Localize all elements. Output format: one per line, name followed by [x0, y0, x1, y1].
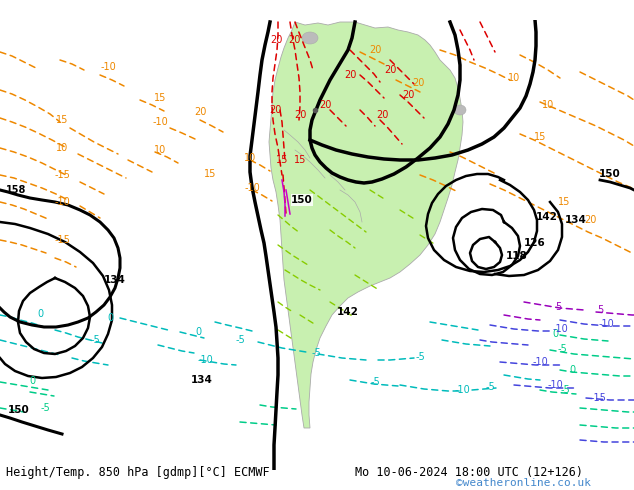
Text: 15: 15	[534, 132, 546, 142]
Ellipse shape	[302, 32, 318, 44]
Text: 20: 20	[376, 110, 388, 120]
Text: 150: 150	[291, 195, 313, 205]
Text: -15: -15	[54, 235, 70, 245]
Text: 134: 134	[191, 375, 213, 385]
Text: 20: 20	[288, 35, 300, 45]
Text: 20: 20	[294, 110, 306, 120]
Text: 10: 10	[508, 73, 520, 83]
Text: -5: -5	[557, 344, 567, 354]
Text: -5: -5	[40, 403, 50, 413]
Text: 20: 20	[369, 45, 381, 55]
Text: 15: 15	[294, 155, 306, 165]
Text: 0: 0	[107, 313, 113, 323]
Ellipse shape	[454, 105, 466, 115]
Text: 150: 150	[8, 405, 30, 415]
Text: 150: 150	[599, 169, 621, 179]
Text: 5: 5	[555, 302, 561, 312]
Text: -15: -15	[54, 170, 70, 180]
Text: -10: -10	[244, 183, 260, 193]
Text: -5: -5	[235, 335, 245, 345]
Text: -5: -5	[311, 348, 321, 358]
Text: Height/Temp. 850 hPa [gdmp][°C] ECMWF: Height/Temp. 850 hPa [gdmp][°C] ECMWF	[6, 466, 270, 479]
Text: 10: 10	[56, 143, 68, 153]
Text: 20: 20	[270, 35, 282, 45]
Text: 0: 0	[195, 327, 201, 337]
Text: -10: -10	[54, 197, 70, 207]
Text: 20: 20	[194, 107, 206, 117]
Text: 20: 20	[344, 70, 356, 80]
Text: 0: 0	[37, 309, 43, 319]
Text: -10: -10	[100, 62, 116, 72]
Text: 15: 15	[204, 169, 216, 179]
Text: -10: -10	[532, 357, 548, 367]
Text: -10: -10	[454, 385, 470, 395]
Text: 134: 134	[104, 275, 126, 285]
Text: -10: -10	[598, 319, 614, 329]
Text: -15: -15	[590, 393, 606, 403]
Text: -5: -5	[415, 352, 425, 362]
Text: 15: 15	[276, 155, 288, 165]
Text: 142: 142	[536, 212, 558, 222]
Text: 5: 5	[597, 305, 603, 315]
Text: Mo 10-06-2024 18:00 UTC (12+126): Mo 10-06-2024 18:00 UTC (12+126)	[355, 466, 583, 479]
Text: 20: 20	[384, 65, 396, 75]
Text: 15: 15	[56, 115, 68, 125]
Text: ©weatheronline.co.uk: ©weatheronline.co.uk	[456, 478, 592, 488]
Text: 142: 142	[337, 307, 359, 317]
Text: 134: 134	[565, 215, 587, 225]
Text: -10: -10	[552, 324, 568, 334]
Text: 20: 20	[319, 100, 331, 110]
Text: 10: 10	[244, 153, 256, 163]
Text: 0: 0	[29, 376, 35, 386]
Text: -10: -10	[197, 355, 213, 365]
Text: 20: 20	[269, 105, 281, 115]
Text: 10: 10	[542, 100, 554, 110]
Text: 158: 158	[6, 185, 27, 195]
Text: -10: -10	[152, 117, 168, 127]
Text: 0: 0	[569, 365, 575, 375]
Text: 20: 20	[402, 90, 414, 100]
Text: -5: -5	[90, 335, 100, 345]
Text: -5: -5	[370, 377, 380, 387]
Text: -5: -5	[560, 385, 570, 395]
Text: 126: 126	[524, 238, 546, 248]
Text: 118: 118	[506, 251, 527, 261]
Text: 0: 0	[552, 329, 558, 339]
Text: 20: 20	[584, 215, 596, 225]
Text: 15: 15	[154, 93, 166, 103]
Text: 20: 20	[412, 78, 424, 88]
Polygon shape	[269, 22, 463, 428]
Text: -10: -10	[547, 380, 563, 390]
Text: 10: 10	[154, 145, 166, 155]
Text: 15: 15	[558, 197, 570, 207]
Text: -5: -5	[485, 382, 495, 392]
